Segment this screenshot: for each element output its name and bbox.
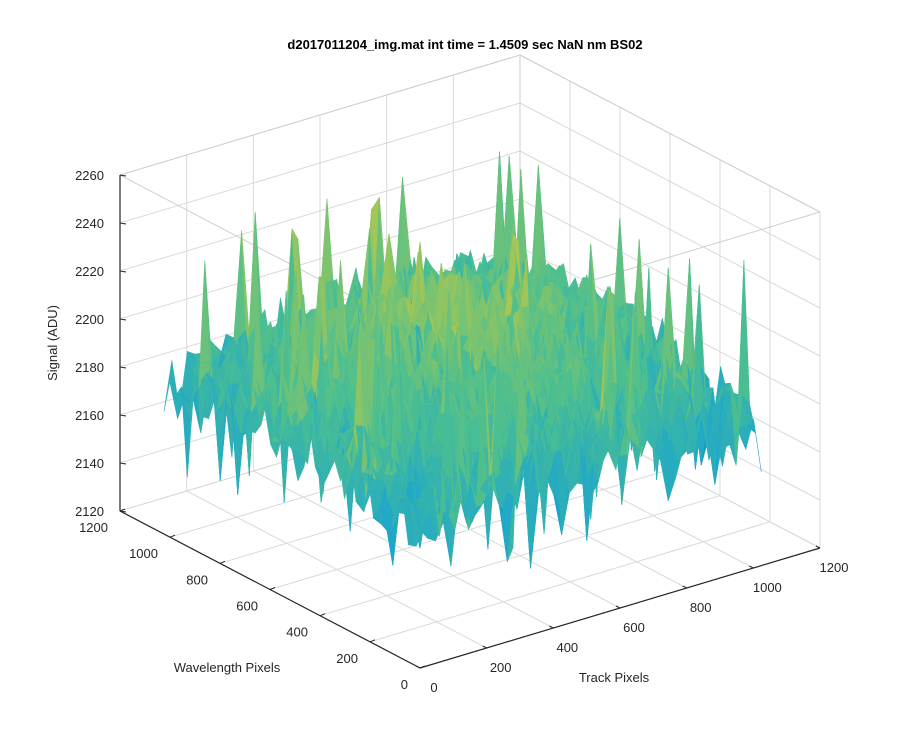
x-tick [749,565,754,569]
grid-line-y-floor [369,521,771,643]
x-tick-label: 200 [490,660,512,675]
box-edge [519,54,821,213]
z-tick-label: 2240 [75,216,104,231]
z-tick-label: 2260 [75,168,104,183]
grid-line-y-floor [269,469,671,590]
y-tick-label: 400 [286,625,308,640]
x-tick-label: 400 [556,640,578,655]
y-tick-label: 1200 [79,520,108,535]
x-tick [482,645,487,649]
x-tick [615,605,621,609]
y-tick [269,587,276,590]
y-tick-label: 1000 [129,546,158,561]
y-tick-label: 0 [401,677,408,692]
x-axis-label: Track Pixels [579,670,650,685]
z-tick-label: 2160 [75,408,104,423]
z-tick [119,510,127,513]
x-tick [549,625,554,629]
y-tick [169,534,176,538]
axes: 0 200 400 600 800 1000 1200 0 200 400 600 800 1000 12… [75,168,848,695]
z-tick-label: 2140 [75,456,104,471]
grid-line-y-floor [319,495,721,617]
y-tick-label: 200 [336,651,358,666]
y-tick [419,665,426,669]
y-tick-label: 800 [186,572,208,587]
box-edge [119,54,521,176]
y-tick [219,560,226,564]
x-tick [415,665,421,669]
z-tick-label: 2120 [75,504,104,519]
chart-title: d2017011204_img.mat int time = 1.4509 se… [287,37,642,52]
y-tick [319,613,326,617]
z-axis-label: Signal (ADU) [45,305,60,381]
x-tick-label: 600 [623,620,645,635]
z-tick [119,462,127,465]
x-tick-label: 800 [690,600,712,615]
surface-patch [747,418,762,473]
z-tick [119,270,127,273]
z-tick [119,318,127,321]
z-tick-label: 2220 [75,264,104,279]
x-tick-label: 1000 [753,580,782,595]
y-tick [369,639,376,643]
y-tick-label: 600 [236,599,258,614]
z-tick [119,174,127,177]
z-tick-label: 2180 [75,360,104,375]
x-tick [682,585,687,589]
z-tick [119,414,127,417]
z-tick [119,222,127,225]
surface-plot [163,151,762,569]
x-tick-label: 1200 [820,560,849,575]
z-tick [119,366,127,369]
y-axis-label: Wavelength Pixels [174,660,281,675]
x-tick [815,545,821,549]
z-tick-label: 2200 [75,312,104,327]
x-tick-label: 0 [430,680,437,695]
